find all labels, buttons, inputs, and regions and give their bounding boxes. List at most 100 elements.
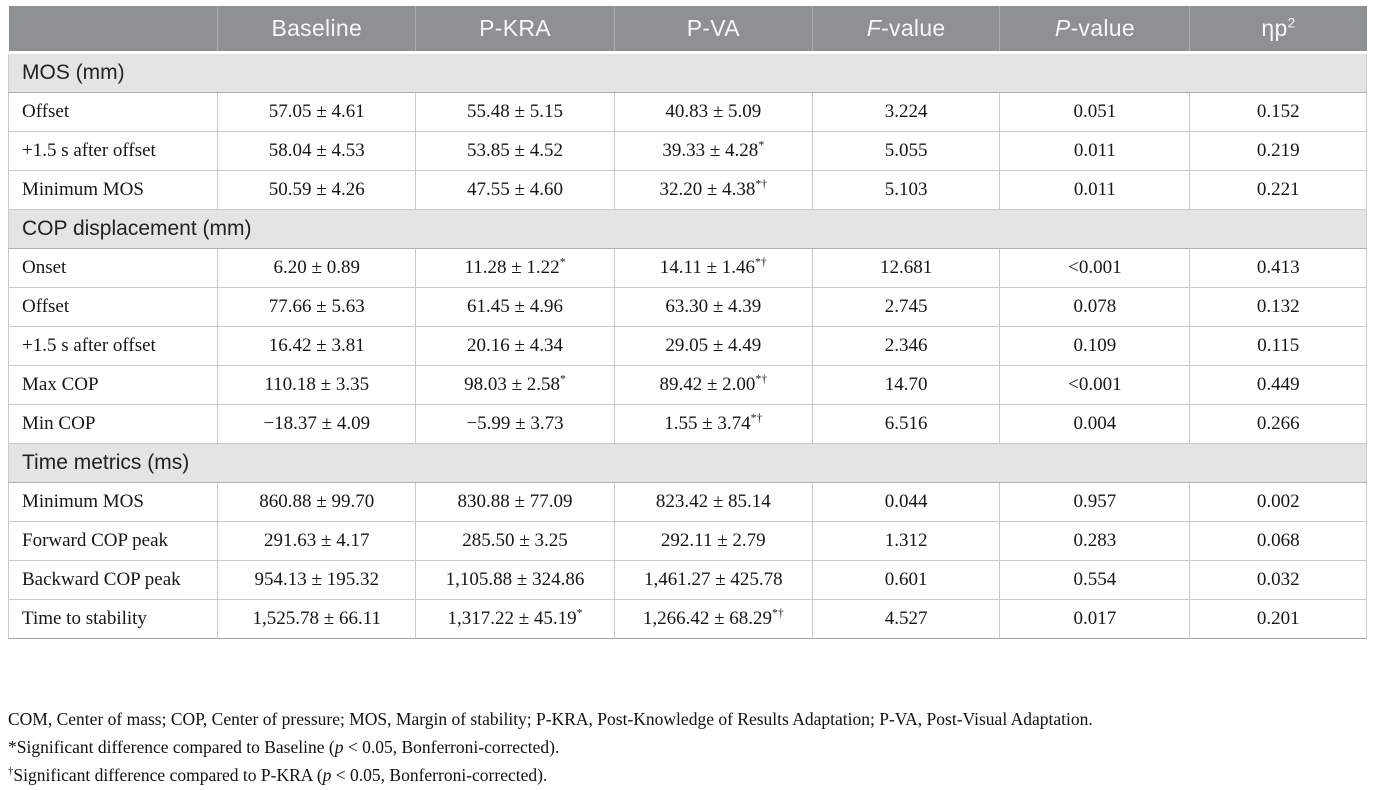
table-cell: 0.201 xyxy=(1189,599,1367,639)
row-label: Max COP xyxy=(7,365,219,405)
statistics-table: Baseline P-KRA P-VA F-value P-value ηp2 MOS (… xyxy=(7,6,1367,639)
table-footnotes: COM, Center of mass; COP, Center of pres… xyxy=(8,706,1367,790)
table-cell: 20.16 ± 4.34 xyxy=(415,326,615,366)
table-row: Minimum MOS 50.59 ± 4.26 47.55 ± 4.60 32.20… xyxy=(7,170,1367,210)
footnote-line: COM, Center of mass; COP, Center of pres… xyxy=(8,709,1093,729)
table-cell: 0.002 xyxy=(1189,482,1367,522)
table-cell: 5.103 xyxy=(811,170,1001,210)
column-header-F-value: F-value xyxy=(811,6,1000,54)
table-row: Minimum MOS 860.88 ± 99.70 830.88 ± 77.09 8… xyxy=(7,482,1367,522)
row-label: Minimum MOS xyxy=(7,170,219,210)
table-cell: 50.59 ± 4.26 xyxy=(217,170,417,210)
table-cell: 0.068 xyxy=(1189,521,1367,561)
table-cell: 110.18 ± 3.35 xyxy=(217,365,417,405)
table-cell: 40.83 ± 5.09 xyxy=(613,92,813,132)
table-cell: 0.957 xyxy=(999,482,1191,522)
table-cell: 61.45 ± 4.96 xyxy=(415,287,615,327)
table-cell: 16.42 ± 3.81 xyxy=(217,326,417,366)
row-label: Backward COP peak xyxy=(7,560,219,600)
table-cell: 0.601 xyxy=(811,560,1001,600)
table-cell: <0.001 xyxy=(999,248,1191,288)
table-row: +1.5 s after offset 16.42 ± 3.81 20.16 ± 4… xyxy=(7,326,1367,366)
table-cell: 0.221 xyxy=(1189,170,1367,210)
table-cell: 39.33 ± 4.28* xyxy=(613,131,813,171)
column-header-p-kra: P-KRA xyxy=(415,6,615,54)
table-cell: 47.55 ± 4.60 xyxy=(415,170,615,210)
table-cell: 1,461.27 ± 425.78 xyxy=(613,560,813,600)
results-table-container: Baseline P-KRA P-VA F-value P-value ηp2 MOS (… xyxy=(7,6,1367,639)
table-cell: <0.001 xyxy=(999,365,1191,405)
table-cell: 0.219 xyxy=(1189,131,1367,171)
table-cell: 1,317.22 ± 45.19* xyxy=(415,599,615,639)
section-row: MOS (mm) xyxy=(8,52,1367,93)
table-cell: −18.37 ± 4.09 xyxy=(217,404,417,444)
column-header-baseline: Baseline xyxy=(217,6,416,54)
table-cell: 0.115 xyxy=(1189,326,1367,366)
table-cell: 58.04 ± 4.53 xyxy=(217,131,417,171)
table-cell: 292.11 ± 2.79 xyxy=(613,521,813,561)
column-header-P-value: P-value xyxy=(999,6,1190,54)
table-cell: 98.03 ± 2.58* xyxy=(415,365,615,405)
table-cell: 29.05 ± 4.49 xyxy=(613,326,813,366)
table-cell: 0.152 xyxy=(1189,92,1367,132)
table-cell: 2.346 xyxy=(811,326,1001,366)
table-cell: 1.312 xyxy=(811,521,1001,561)
row-label: +1.5 s after offset xyxy=(7,326,219,366)
table-cell: 63.30 ± 4.39 xyxy=(613,287,813,327)
table-cell: 6.20 ± 0.89 xyxy=(217,248,417,288)
table-cell: 0.132 xyxy=(1189,287,1367,327)
table-cell: 77.66 ± 5.63 xyxy=(217,287,417,327)
table-cell: 53.85 ± 4.52 xyxy=(415,131,615,171)
table-row: Onset 6.20 ± 0.89 11.28 ± 1.22* 14.11 ± 1.4… xyxy=(7,248,1367,288)
section-title: Time metrics (ms) xyxy=(8,443,1367,483)
table-row: +1.5 s after offset 58.04 ± 4.53 53.85 ± 4… xyxy=(7,131,1367,171)
table-cell: 0.044 xyxy=(811,482,1001,522)
header-row: Baseline P-KRA P-VA F-value P-value ηp2 xyxy=(8,6,1367,54)
table-cell: 0.413 xyxy=(1189,248,1367,288)
section-title: COP displacement (mm) xyxy=(8,209,1367,249)
table-cell: 954.13 ± 195.32 xyxy=(217,560,417,600)
table-cell: 1,266.42 ± 68.29*† xyxy=(613,599,813,639)
table-row: Offset 57.05 ± 4.61 55.48 ± 5.15 40.83 ± 5.… xyxy=(7,92,1367,132)
table-cell: 0.266 xyxy=(1189,404,1367,444)
row-label: Forward COP peak xyxy=(7,521,219,561)
table-cell: 11.28 ± 1.22* xyxy=(415,248,615,288)
table-cell: 291.63 ± 4.17 xyxy=(217,521,417,561)
table-cell: 14.11 ± 1.46*† xyxy=(613,248,813,288)
column-header-p-va: P-VA xyxy=(613,6,813,54)
table-cell: 860.88 ± 99.70 xyxy=(217,482,417,522)
table-cell: 55.48 ± 5.15 xyxy=(415,92,615,132)
table-cell: 0.011 xyxy=(999,170,1191,210)
table-cell: 2.745 xyxy=(811,287,1001,327)
section-row: Time metrics (ms) xyxy=(8,443,1367,483)
table-cell: 0.011 xyxy=(999,131,1191,171)
table-cell: 1,105.88 ± 324.86 xyxy=(415,560,615,600)
table-cell: 1.55 ± 3.74*† xyxy=(613,404,813,444)
table-cell: 32.20 ± 4.38*† xyxy=(613,170,813,210)
row-label: Minimum MOS xyxy=(7,482,219,522)
table-cell: 823.42 ± 85.14 xyxy=(613,482,813,522)
row-label: Time to stability xyxy=(7,599,219,639)
table-cell: 6.516 xyxy=(811,404,1001,444)
table-row: Offset 77.66 ± 5.63 61.45 ± 4.96 63.30 ± 4.… xyxy=(7,287,1367,327)
row-label: Offset xyxy=(7,92,219,132)
row-label: Onset xyxy=(7,248,219,288)
table-cell: 4.527 xyxy=(811,599,1001,639)
column-header-empty xyxy=(8,6,218,54)
table-cell: 0.004 xyxy=(999,404,1191,444)
table-cell: 0.109 xyxy=(999,326,1191,366)
table-cell: 3.224 xyxy=(811,92,1001,132)
row-label: Offset xyxy=(7,287,219,327)
row-label: Min COP xyxy=(7,404,219,444)
section-title: MOS (mm) xyxy=(8,52,1367,93)
table-cell: 0.449 xyxy=(1189,365,1367,405)
table-cell: 285.50 ± 3.25 xyxy=(415,521,615,561)
table-row: Forward COP peak 291.63 ± 4.17 285.50 ± 3.… xyxy=(7,521,1367,561)
column-header--p: ηp2 xyxy=(1189,6,1367,54)
table-cell: 830.88 ± 77.09 xyxy=(415,482,615,522)
footnote-line: †Significant difference compared to P-KR… xyxy=(8,765,548,785)
table-cell: −5.99 ± 3.73 xyxy=(415,404,615,444)
table-row: Min COP −18.37 ± 4.09 −5.99 ± 3.73 1.55 ± 3… xyxy=(7,404,1367,444)
table-cell: 57.05 ± 4.61 xyxy=(217,92,417,132)
row-label: +1.5 s after offset xyxy=(7,131,219,171)
